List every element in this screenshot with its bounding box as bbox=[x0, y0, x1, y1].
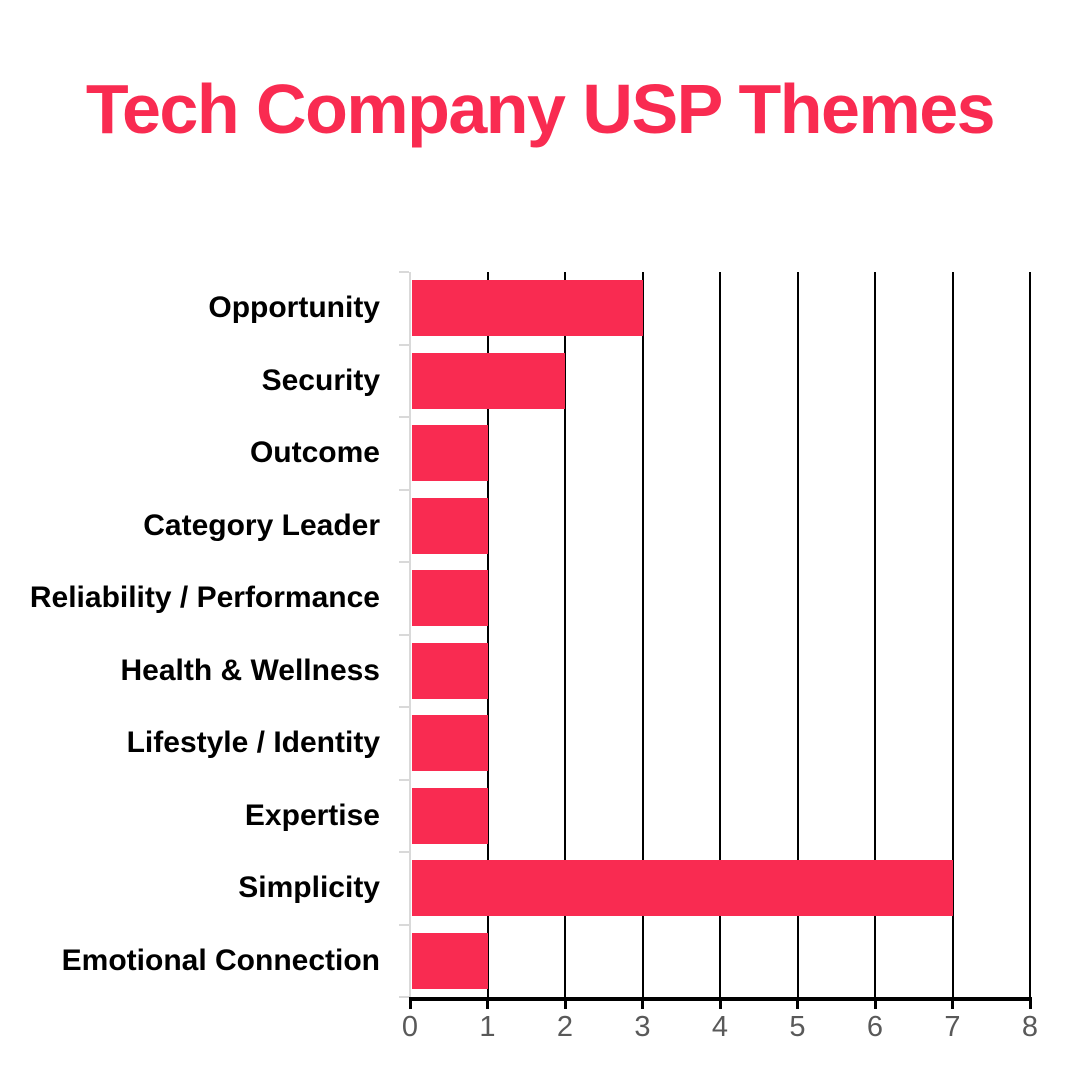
x-axis-tick-label-3: 3 bbox=[634, 1011, 651, 1043]
x-axis-tick-label-0: 0 bbox=[401, 1011, 419, 1043]
category-label-7: Expertise bbox=[244, 798, 380, 832]
x-axis-tick-7 bbox=[951, 997, 954, 1009]
x-axis-tick-3 bbox=[641, 997, 644, 1009]
x-axis-tick-8 bbox=[1028, 997, 1032, 1009]
bar-opportunity bbox=[412, 280, 643, 337]
y-axis-tick bbox=[399, 851, 409, 853]
gridline-x3 bbox=[641, 272, 644, 997]
y-axis-tick bbox=[399, 923, 409, 926]
gridline-x2 bbox=[564, 272, 566, 997]
gridline-x7 bbox=[951, 272, 954, 997]
x-axis-tick-0 bbox=[408, 997, 412, 1009]
y-axis-tick bbox=[399, 488, 409, 491]
y-axis-tick bbox=[399, 633, 409, 636]
gridline-x5 bbox=[796, 272, 799, 997]
y-axis-tick bbox=[399, 778, 409, 781]
x-axis-tick-2 bbox=[563, 997, 567, 1009]
plot-area bbox=[399, 271, 1032, 1009]
category-label-0: Opportunity bbox=[208, 291, 380, 325]
x-axis-tick-1 bbox=[486, 997, 489, 1009]
bar-category-leader bbox=[412, 497, 488, 554]
gridline-x8 bbox=[1029, 272, 1031, 997]
y-axis-tick bbox=[399, 343, 409, 346]
x-axis-tick-label-2: 2 bbox=[556, 1011, 574, 1043]
y-axis-tick bbox=[399, 271, 409, 273]
y-axis-line bbox=[409, 272, 411, 999]
bar-health-wellness bbox=[412, 642, 488, 699]
x-axis-tick-label-8: 8 bbox=[1021, 1011, 1039, 1043]
chart-title: Tech Company USP Themes bbox=[85, 70, 996, 148]
y-axis-tick bbox=[399, 996, 409, 998]
x-axis-tick-4 bbox=[718, 997, 722, 1009]
x-axis-tick-label-4: 4 bbox=[711, 1011, 729, 1043]
bar-emotional-connection bbox=[412, 932, 488, 989]
category-label-4: Reliability / Performance bbox=[29, 581, 380, 615]
gridline-x4 bbox=[719, 272, 721, 997]
bar-reliability-performance bbox=[412, 570, 488, 627]
category-label-8: Simplicity bbox=[238, 871, 380, 905]
x-axis-tick-5 bbox=[796, 997, 799, 1009]
category-label-2: Outcome bbox=[249, 436, 380, 470]
x-axis-tick-label-5: 5 bbox=[789, 1011, 806, 1043]
x-axis-tick-label-1: 1 bbox=[479, 1011, 496, 1043]
gridline-x1 bbox=[486, 272, 489, 997]
x-axis-tick-6 bbox=[873, 997, 877, 1009]
y-axis-tick bbox=[399, 706, 409, 708]
category-label-5: Health & Wellness bbox=[120, 653, 380, 687]
category-label-3: Category Leader bbox=[143, 508, 380, 542]
category-label-1: Security bbox=[261, 363, 380, 397]
y-axis-tick bbox=[399, 561, 409, 563]
x-axis-tick-label-7: 7 bbox=[944, 1011, 961, 1043]
y-axis-tick bbox=[399, 416, 409, 418]
bar-lifestyle-identity bbox=[412, 715, 488, 772]
x-axis-tick-labels: 0 1 2 3 4 5 6 7 8 bbox=[402, 1011, 1038, 1052]
bar-outcome bbox=[412, 425, 488, 482]
bar-expertise bbox=[412, 787, 488, 844]
x-axis-tick-label-6: 6 bbox=[866, 1011, 884, 1043]
category-axis-labels: Opportunity Security Outcome Category Leade… bbox=[0, 272, 380, 997]
bar-security bbox=[412, 352, 565, 409]
gridline-x6 bbox=[874, 272, 876, 997]
category-label-9: Emotional Connection bbox=[61, 943, 380, 977]
category-label-6: Lifestyle / Identity bbox=[126, 726, 380, 760]
bar-simplicity bbox=[412, 860, 953, 917]
